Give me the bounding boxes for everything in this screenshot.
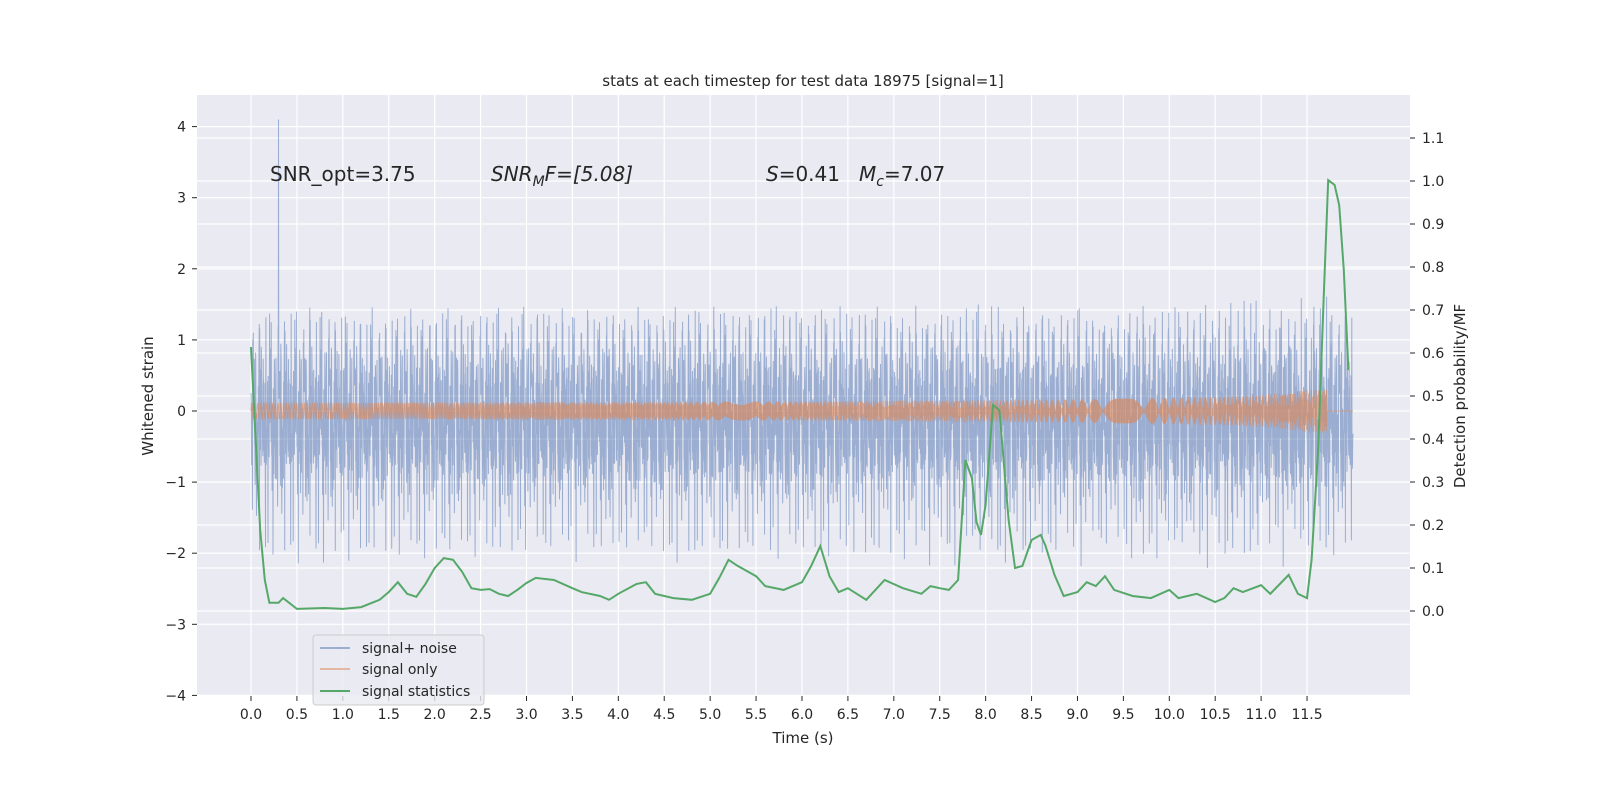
legend: signal+ noise signal only signal statist… bbox=[312, 634, 485, 706]
x-tick-label: 6.5 bbox=[837, 707, 859, 723]
x-tick-label: 0.5 bbox=[286, 707, 308, 723]
y-tick-label: 3 bbox=[177, 191, 186, 207]
y-axis-label: Whitened strain bbox=[139, 336, 157, 455]
x-axis-label: Time (s) bbox=[772, 729, 834, 747]
x-tick-label: 5.0 bbox=[699, 707, 721, 723]
y-tick-label: −4 bbox=[165, 688, 186, 704]
x-tick-label: 8.5 bbox=[1020, 707, 1042, 723]
x-tick-label: 2.0 bbox=[424, 707, 446, 723]
x-tick-label: 10.5 bbox=[1200, 707, 1231, 723]
annotation-mc: Mc=7.07 bbox=[859, 162, 945, 190]
y2-tick-label: 0.0 bbox=[1422, 604, 1444, 620]
y2-tick-label: 0.1 bbox=[1422, 561, 1444, 577]
x-tick-label: 5.5 bbox=[745, 707, 767, 723]
annotation-s: S=0.41 bbox=[766, 162, 840, 186]
legend-label: signal+ noise bbox=[362, 641, 457, 657]
y2-tick-label: 0.9 bbox=[1422, 217, 1444, 233]
y2-tick-label: 0.7 bbox=[1422, 303, 1444, 319]
x-tick-label: 7.5 bbox=[929, 707, 951, 723]
annotation-snr-opt: SNR_opt=3.75 bbox=[270, 162, 416, 186]
x-tick-label: 9.5 bbox=[1112, 707, 1134, 723]
x-tick-label: 7.0 bbox=[883, 707, 905, 723]
annotation-snr-mf: SNRMF=[5.08] bbox=[491, 162, 633, 190]
chart-title: stats at each timestep for test data 189… bbox=[602, 72, 1003, 90]
x-tick-label: 0.0 bbox=[240, 707, 262, 723]
y2-tick-label: 0.6 bbox=[1422, 346, 1444, 362]
x-ticks: 0.0 0.5 1.0 1.5 2.0 2.5 3.0 3.5 4.0 4.5 5.0 5.5 6.0 6… bbox=[240, 696, 1323, 723]
x-tick-label: 1.5 bbox=[378, 707, 400, 723]
series-signal-only bbox=[250, 389, 1353, 433]
y-tick-label: 1 bbox=[177, 333, 186, 349]
legend-label: signal only bbox=[362, 662, 437, 678]
y2-tick-label: 0.5 bbox=[1422, 389, 1444, 405]
y2-ticks: 1.1 1.0 0.9 0.8 0.7 0.6 0.5 0.4 0.3 0.2 0.1 0.0 bbox=[1410, 131, 1444, 620]
y-tick-label: 4 bbox=[177, 120, 186, 136]
x-tick-label: 3.5 bbox=[561, 707, 583, 723]
y2-axis-label: Detection probability/MF bbox=[1451, 304, 1469, 488]
y-tick-label: −1 bbox=[165, 475, 186, 491]
y2-tick-label: 1.0 bbox=[1422, 174, 1444, 190]
x-tick-label: 4.0 bbox=[607, 707, 629, 723]
y2-tick-label: 0.4 bbox=[1422, 432, 1444, 448]
y2-tick-label: 1.1 bbox=[1422, 131, 1444, 147]
y2-tick-label: 0.2 bbox=[1422, 518, 1444, 534]
x-tick-label: 2.5 bbox=[469, 707, 491, 723]
y-tick-label: −3 bbox=[165, 617, 186, 633]
y-tick-label: 2 bbox=[177, 262, 186, 278]
legend-label: signal statistics bbox=[362, 684, 470, 700]
x-tick-label: 4.5 bbox=[653, 707, 675, 723]
y-tick-label: −2 bbox=[165, 546, 186, 562]
series-signal-plus-noise bbox=[250, 119, 1354, 569]
x-tick-label: 11.5 bbox=[1291, 707, 1322, 723]
series-signal-statistics bbox=[250, 178, 1350, 610]
x-tick-label: 3.0 bbox=[515, 707, 537, 723]
x-tick-label: 11.0 bbox=[1246, 707, 1277, 723]
x-tick-label: 1.0 bbox=[332, 707, 354, 723]
x-tick-label: 9.0 bbox=[1066, 707, 1088, 723]
y2-tick-label: 0.3 bbox=[1422, 475, 1444, 491]
x-tick-label: 10.0 bbox=[1154, 707, 1185, 723]
x-tick-label: 8.0 bbox=[975, 707, 997, 723]
y-ticks: 4 3 2 1 0 −1 −2 −3 −4 bbox=[165, 120, 197, 704]
x-tick-label: 6.0 bbox=[791, 707, 813, 723]
y-tick-label: 0 bbox=[177, 404, 186, 420]
y2-tick-label: 0.8 bbox=[1422, 260, 1444, 276]
